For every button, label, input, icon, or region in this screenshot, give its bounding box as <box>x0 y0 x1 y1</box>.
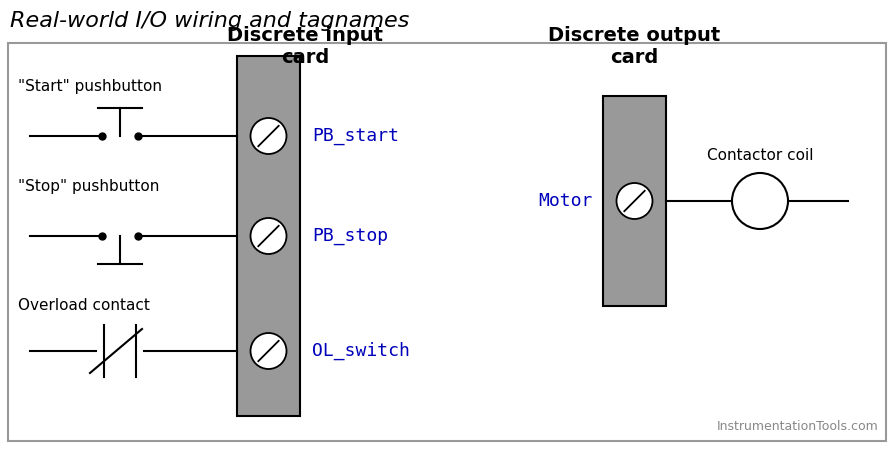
Bar <box>603 96 666 306</box>
Text: Motor: Motor <box>538 192 593 210</box>
Circle shape <box>732 173 788 229</box>
Bar <box>237 56 300 416</box>
Circle shape <box>250 118 286 154</box>
Text: Contactor coil: Contactor coil <box>707 148 814 163</box>
Text: Real-world I/O wiring and tagnames: Real-world I/O wiring and tagnames <box>10 11 409 31</box>
Bar <box>8 43 886 441</box>
Text: Discrete output
card: Discrete output card <box>548 26 721 67</box>
Text: InstrumentationTools.com: InstrumentationTools.com <box>716 420 878 433</box>
Text: Overload contact: Overload contact <box>18 298 150 313</box>
Text: OL_switch: OL_switch <box>312 342 409 360</box>
Circle shape <box>617 183 653 219</box>
Text: "Start" pushbutton: "Start" pushbutton <box>18 79 162 94</box>
Text: PB_stop: PB_stop <box>312 227 388 245</box>
Circle shape <box>250 218 286 254</box>
Circle shape <box>250 333 286 369</box>
Text: PB_start: PB_start <box>312 127 399 145</box>
Text: "Stop" pushbutton: "Stop" pushbutton <box>18 179 159 194</box>
Text: Discrete input
card: Discrete input card <box>227 26 383 67</box>
